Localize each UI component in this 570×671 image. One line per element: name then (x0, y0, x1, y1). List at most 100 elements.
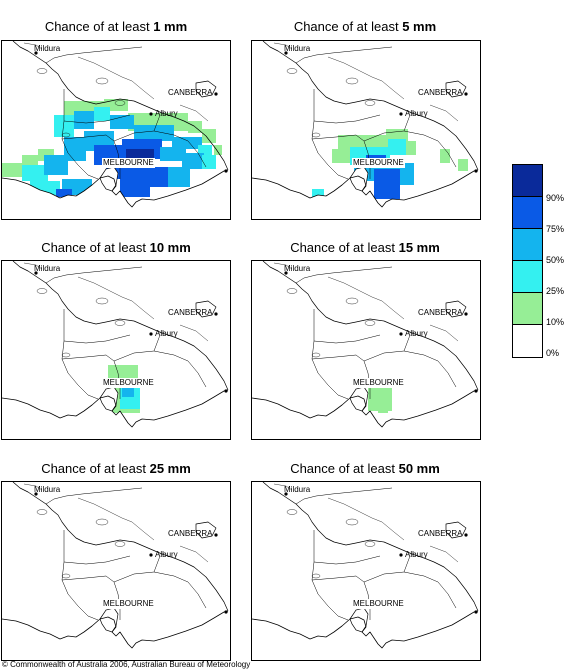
district-boundary (311, 89, 315, 140)
lake (61, 352, 71, 358)
town-marker (149, 332, 153, 336)
legend-swatch-25 (513, 261, 542, 293)
lake (345, 77, 359, 85)
act-border (445, 300, 467, 318)
town-marker (464, 312, 468, 316)
probability-cell (312, 189, 324, 197)
lake (36, 288, 48, 294)
town-marker (399, 553, 403, 557)
coastline (2, 169, 229, 208)
river (327, 56, 405, 100)
map-50mm: Mildura CANBERRA Albury MELBOURNE (251, 481, 481, 661)
district-boundary (153, 555, 161, 573)
probability-cell (378, 403, 388, 413)
label-melbourne: MELBOURNE (352, 599, 405, 609)
district-boundary (113, 571, 207, 609)
map-15mm: Mildura CANBERRA Albury MELBOURNE (251, 260, 481, 440)
district-boundary (61, 575, 115, 583)
district-boundary (313, 555, 381, 565)
district-boundary (45, 266, 143, 284)
label-canberra: CANBERRA (168, 308, 213, 317)
panel-title-15mm: Chance of at least 15 mm (290, 240, 440, 255)
probability-cell (182, 153, 204, 169)
label-canberra: CANBERRA (418, 308, 463, 317)
town-marker (284, 271, 288, 275)
river (429, 324, 459, 342)
town-marker (34, 51, 38, 55)
cape-marker (474, 610, 478, 614)
district-boundary (295, 266, 393, 284)
district-boundary (61, 530, 65, 581)
legend-swatch-50 (513, 229, 542, 261)
town-marker (399, 112, 403, 116)
district-boundary (313, 334, 381, 344)
river (23, 42, 43, 50)
legend-swatch-0 (513, 325, 542, 356)
coastline (2, 610, 229, 649)
district-boundary (61, 134, 115, 142)
sea-area (2, 611, 230, 660)
cape-marker (224, 389, 228, 393)
probability-cell (458, 159, 468, 171)
probability-cell (388, 139, 406, 155)
district-boundary (63, 334, 131, 344)
act-border (445, 521, 467, 539)
probability-cell (142, 167, 174, 187)
act-border (445, 80, 467, 98)
lake (311, 352, 321, 358)
legend-swatch-75 (513, 197, 542, 229)
label-melbourne: MELBOURNE (352, 378, 405, 388)
label-mildura: Mildura (34, 264, 61, 273)
legend-swatch-10 (513, 293, 542, 325)
probability-cell (168, 167, 190, 187)
lake (114, 320, 126, 326)
town-marker (399, 332, 403, 336)
probability-cell (198, 145, 212, 155)
river (77, 56, 155, 100)
sea-area (252, 390, 480, 439)
probability-cell (22, 165, 48, 181)
district-boundary (61, 358, 99, 400)
state-border (262, 261, 479, 391)
lake (345, 297, 359, 305)
river (327, 276, 405, 320)
district-boundary (311, 309, 315, 360)
label-albury: Albury (405, 109, 428, 118)
probability-cell (134, 125, 174, 141)
district-boundary (61, 354, 115, 362)
probability-cell (2, 163, 22, 177)
lake (311, 132, 321, 138)
label-albury: Albury (155, 329, 178, 338)
map-svg (252, 261, 480, 439)
probability-cell (214, 145, 222, 155)
lake (95, 297, 109, 305)
probability-cell (64, 137, 86, 161)
cape-marker (224, 169, 228, 173)
sea-area (252, 611, 480, 660)
town-marker (464, 92, 468, 96)
coastline (252, 610, 479, 649)
town-marker (149, 553, 153, 557)
state-border (262, 41, 479, 171)
lake (61, 573, 71, 579)
legend-label-50: 50% (546, 255, 565, 265)
coastline (2, 389, 229, 428)
river (429, 545, 459, 563)
town-marker (284, 51, 288, 55)
legend-label-25: 25% (546, 286, 565, 296)
state-border (262, 482, 479, 612)
lake (36, 509, 48, 515)
district-boundary (363, 130, 457, 168)
cape-marker (474, 169, 478, 173)
label-mildura: Mildura (34, 485, 61, 494)
district-boundary (311, 354, 365, 362)
panel-title-50mm: Chance of at least 50 mm (290, 461, 440, 476)
district-boundary (363, 571, 457, 609)
lake (286, 288, 298, 294)
label-canberra: CANBERRA (418, 88, 463, 97)
district-boundary (63, 114, 131, 124)
legend-swatch-90 (513, 165, 542, 197)
river (429, 104, 459, 122)
legend-label-10: 10% (546, 317, 565, 327)
town-marker (214, 533, 218, 537)
